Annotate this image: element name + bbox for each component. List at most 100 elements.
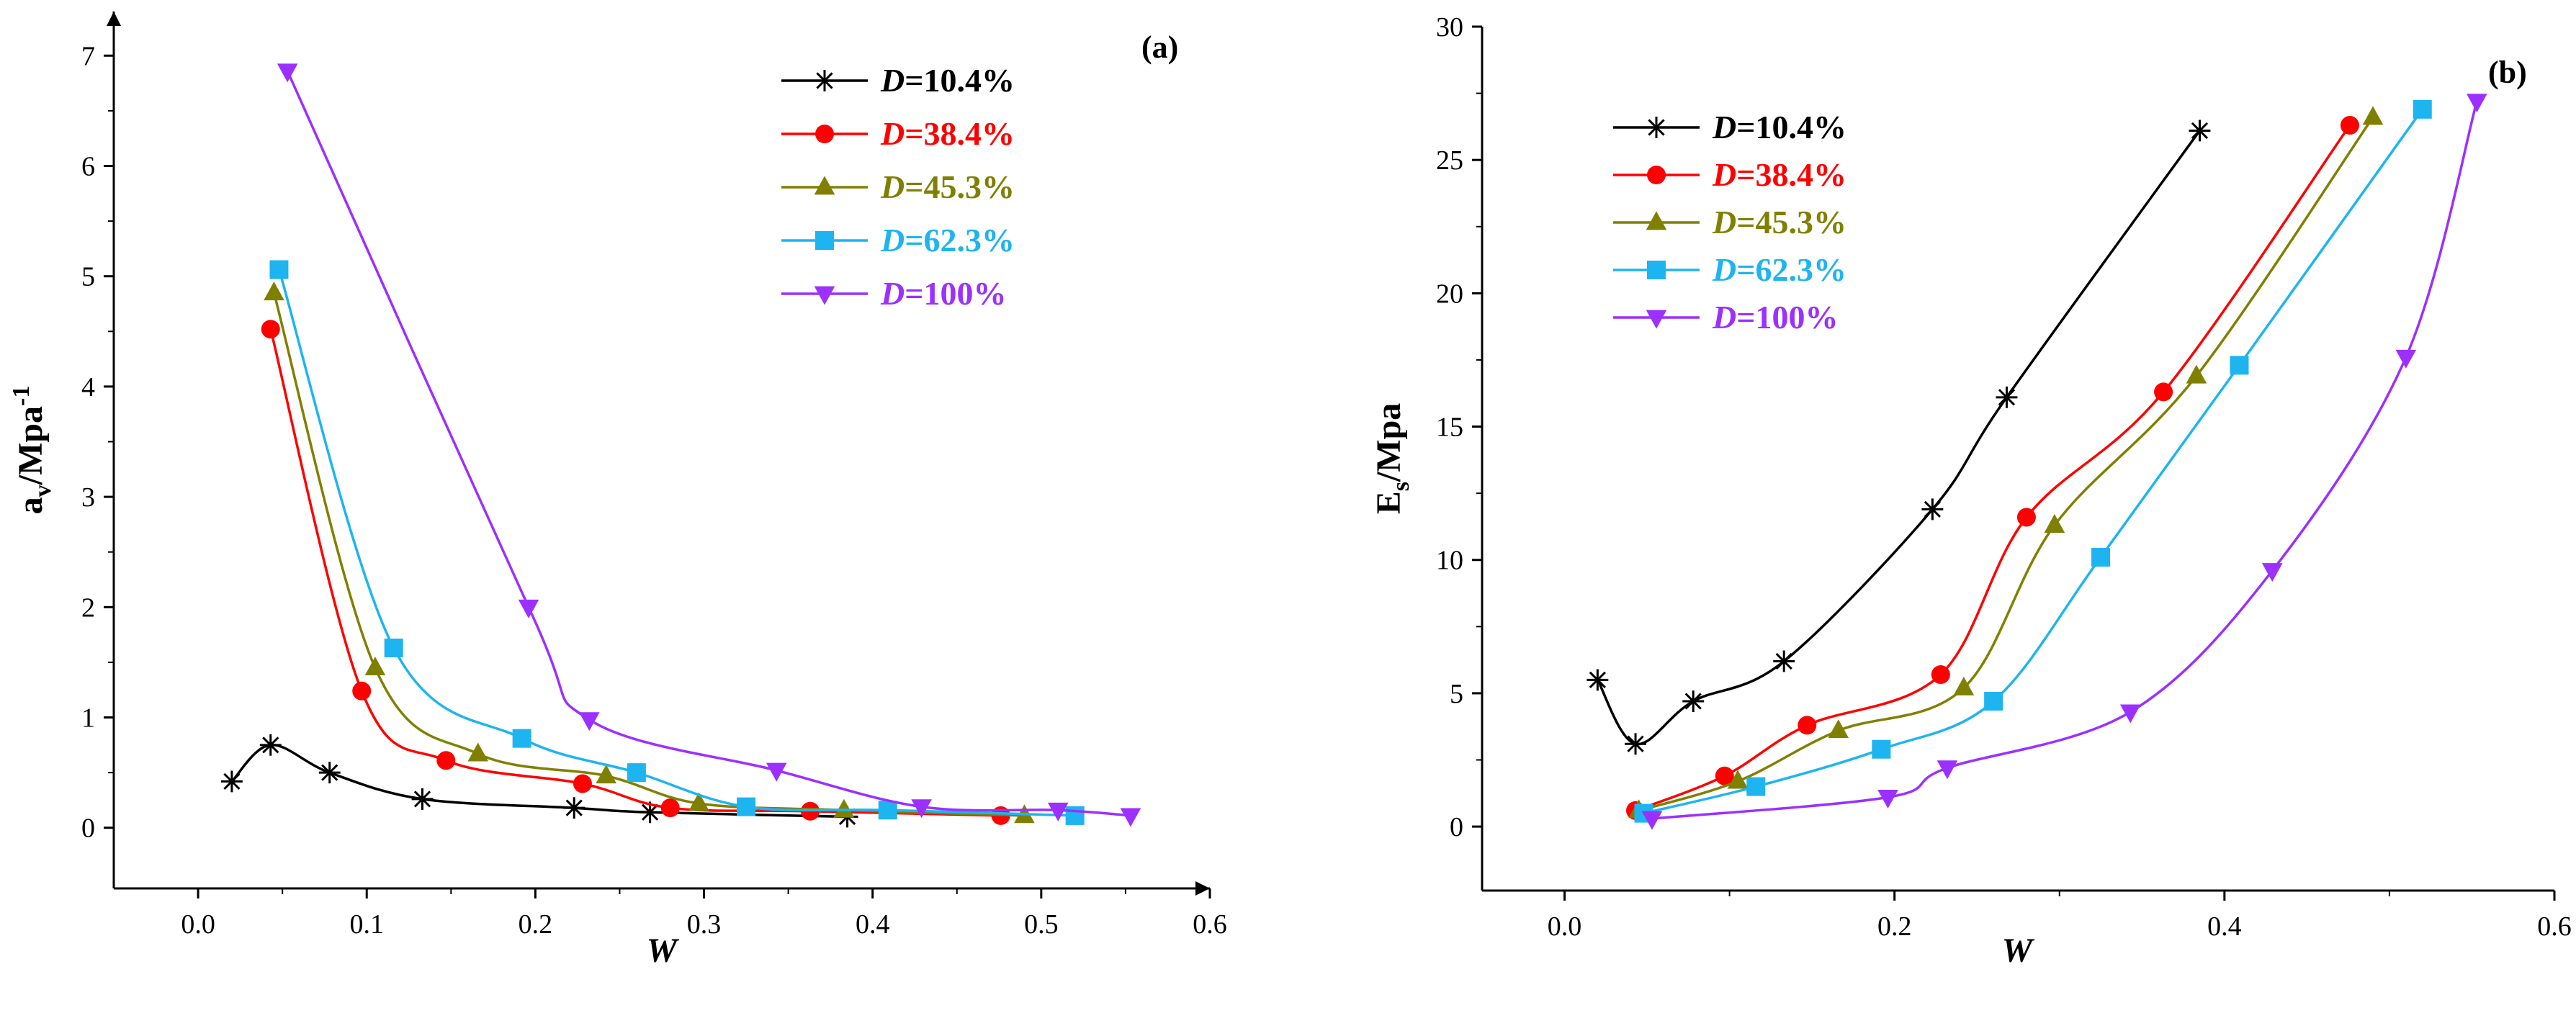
y-tick-label: 0: [81, 814, 95, 844]
data-point: [878, 801, 897, 820]
series-line: [1643, 108, 2424, 815]
x-tick-label: 0.0: [1548, 911, 1582, 942]
y-tick-label: 5: [81, 262, 95, 292]
data-point: [1931, 665, 1950, 684]
y-axis-label-sub: s: [1388, 482, 1414, 491]
series-0: [1587, 120, 2211, 755]
y-tick-label: 5: [1450, 679, 1463, 709]
legend-label-italic: D: [880, 222, 905, 258]
legend-label-italic: D: [1712, 251, 1736, 288]
x-tick-label: 0.4: [2207, 911, 2242, 942]
legend-marker: [1647, 261, 1666, 279]
data-point: [563, 797, 585, 819]
x-tick-label: 0.1: [349, 909, 384, 940]
x-axis-label: W: [2002, 932, 2035, 970]
data-point: [384, 639, 403, 658]
data-point: [2340, 116, 2359, 135]
data-point: [1587, 669, 1609, 691]
data-point: [579, 712, 600, 731]
legend-entry: D=45.3%: [1613, 204, 1846, 240]
x-axis-arrow: [1195, 881, 1210, 896]
data-point: [2362, 106, 2384, 125]
y-axis-label: Es/Mpa: [1370, 403, 1414, 515]
legend-label: D=10.4%: [1712, 109, 1846, 145]
data-point: [2189, 120, 2211, 142]
legend-entry: D=10.4%: [781, 62, 1015, 99]
y-tick-label: 10: [1436, 546, 1463, 576]
x-tick-label: 0.5: [1024, 909, 1059, 940]
x-tick-label: 0.3: [687, 909, 722, 940]
data-point: [1877, 789, 1898, 808]
data-point: [220, 770, 243, 793]
data-point: [573, 774, 592, 793]
legend-label-rest: =45.3%: [1736, 204, 1846, 240]
data-point: [467, 742, 489, 762]
x-tick-label: 0.6: [1193, 909, 1227, 940]
x-tick-label: 0.2: [519, 909, 553, 940]
legend-label: D=10.4%: [880, 62, 1015, 99]
legend-entry: D=38.4%: [781, 115, 1015, 152]
y-tick-label: 2: [81, 593, 95, 623]
x-tick-label: 0.2: [1877, 911, 1912, 942]
y-tick-label: 4: [81, 372, 95, 402]
data-point: [277, 63, 298, 83]
data-point: [512, 729, 531, 748]
legend-marker: [814, 176, 835, 195]
legend-label: D=38.4%: [880, 115, 1015, 152]
legend-label-rest: =45.3%: [905, 168, 1015, 205]
legend-marker: [1646, 117, 1667, 138]
legend-marker: [815, 125, 834, 143]
legend-label-rest: =38.4%: [1736, 156, 1846, 193]
legend-marker: [1646, 310, 1667, 329]
data-point: [2044, 513, 2065, 533]
data-point: [911, 799, 932, 819]
legend-label-italic: D: [880, 115, 905, 152]
y-tick-label: 0: [1450, 812, 1463, 842]
series-4: [1641, 94, 2487, 830]
y-axis-label-unit: /Mpa: [1370, 403, 1408, 482]
legend-label-italic: D: [880, 168, 905, 205]
series-line: [286, 70, 1131, 817]
series-0: [220, 734, 858, 828]
data-point: [2154, 382, 2173, 402]
series-line: [277, 269, 1075, 817]
y-axis-label-unit: /Mpa: [12, 406, 50, 485]
series-line: [1635, 124, 2351, 812]
data-point: [1937, 760, 1958, 780]
data-point: [2413, 99, 2432, 119]
series-line: [230, 744, 848, 819]
legend-label-italic: D: [880, 62, 905, 99]
legend-label: D=45.3%: [880, 168, 1015, 205]
x-tick-label: 0.4: [856, 909, 890, 940]
data-point: [833, 798, 855, 818]
series-line: [269, 328, 1001, 817]
series-4: [277, 63, 1141, 827]
data-point: [259, 734, 282, 756]
y-axis-label-sub: v: [30, 485, 56, 497]
y-tick-label: 20: [1436, 279, 1463, 309]
data-point: [1065, 806, 1085, 825]
data-point: [1120, 808, 1141, 827]
chart-panel-a: 0.0 0.1 0.2 0.3 0.4 0.5 0.6 0 1 2 3 4 5 6 7 Wav/Mpa-1 (a…: [8, 12, 1227, 970]
legend-entry: D=10.4%: [1613, 109, 1846, 145]
data-point: [2186, 364, 2207, 384]
data-point: [1682, 690, 1705, 712]
y-axis-label-main: E: [1370, 491, 1408, 514]
data-point: [639, 801, 661, 824]
data-point: [1798, 716, 1817, 735]
x-axis-label: W: [647, 932, 680, 970]
data-point: [1872, 739, 1891, 759]
data-point: [1996, 386, 2018, 408]
y-tick-label: 6: [81, 151, 95, 181]
legend-label-rest: =62.3%: [905, 222, 1015, 258]
data-point: [2395, 349, 2417, 369]
legend-label-rest: =100%: [1736, 299, 1838, 335]
legend-label-italic: D: [1712, 204, 1736, 240]
legend-label-rest: =100%: [905, 275, 1006, 312]
data-point: [1953, 676, 1975, 695]
series-3: [269, 260, 1085, 825]
data-point: [766, 762, 787, 782]
data-point: [688, 792, 709, 811]
panel-label: (b): [2488, 55, 2527, 90]
